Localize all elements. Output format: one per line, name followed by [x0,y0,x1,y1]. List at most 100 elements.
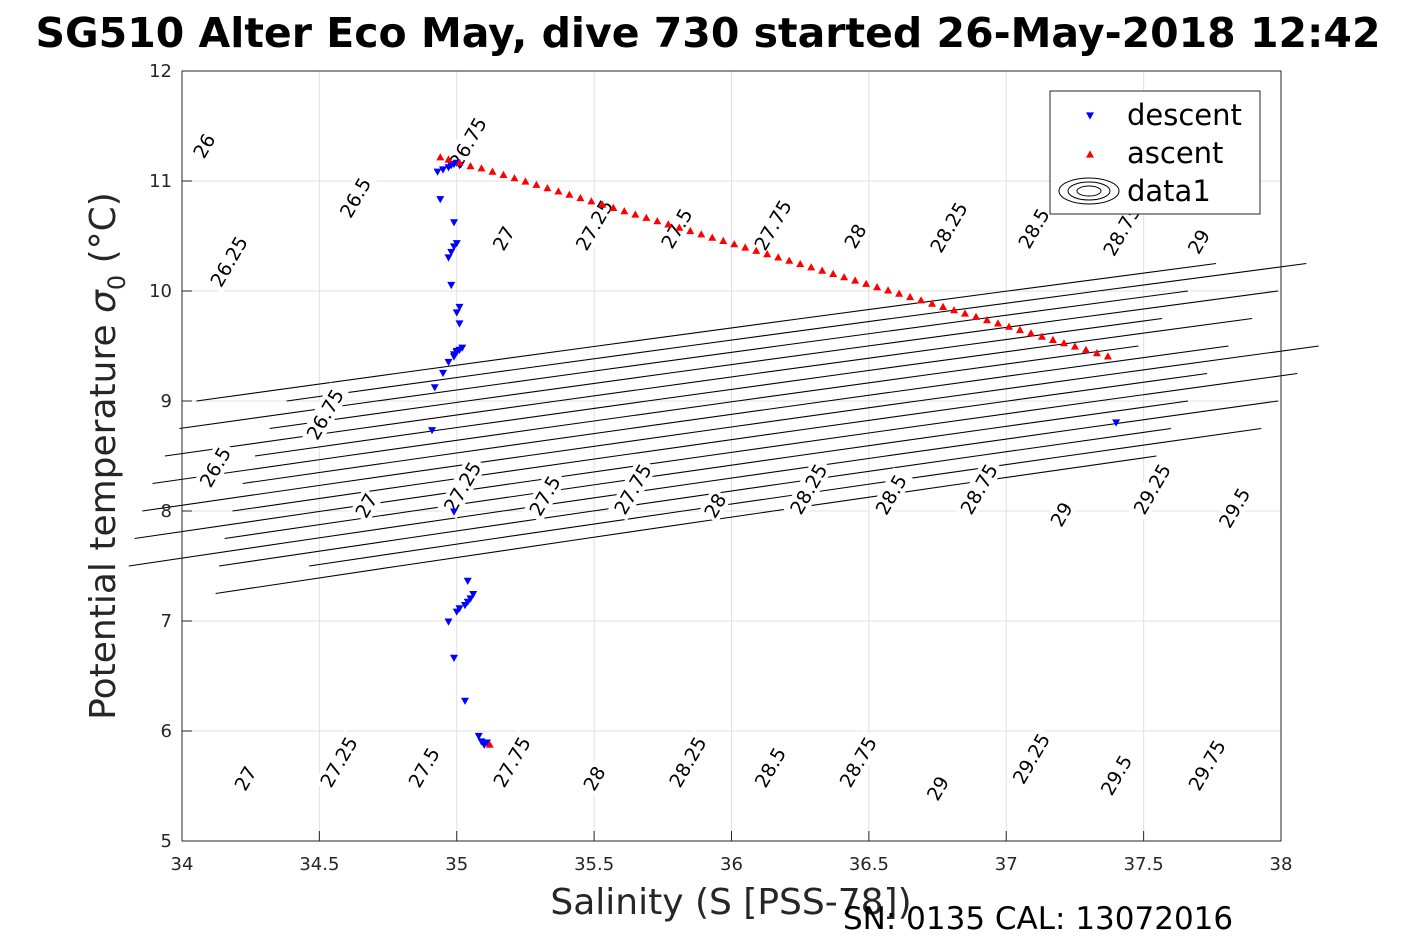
descent-point [450,508,459,516]
legend-marker-data1 [1058,177,1120,205]
y-axis-ticks: 5 6 7 8 9 10 11 12 [149,61,192,852]
legend-label-data1: data1 [1127,174,1211,208]
ascent-point [785,256,794,264]
legend-label-ascent: ascent [1127,136,1223,170]
ascent-point [477,164,486,172]
contour-label-bg [954,457,1004,521]
y-tick-label: 10 [149,281,172,302]
ascent-point [796,259,805,268]
ascent-point [906,292,915,301]
legend: descent ascent data1 [1049,90,1261,215]
descent-point [439,166,448,174]
y-tick-label: 5 [161,831,172,852]
contour-line [224,400,1189,540]
y-tick-label: 7 [161,611,172,632]
y-tick-label: 8 [161,501,172,522]
contour-label-bg [1006,726,1056,791]
descent-point [469,591,478,599]
contour-line [254,317,1253,457]
ascent-point [840,273,849,281]
contour-label-bg [921,770,955,806]
x-tick-label: 35.5 [574,854,614,875]
contour-label-bg [522,468,567,523]
ascent-point [609,203,618,211]
y-axis-label: Potential temperature σ0 (°C) [83,192,131,720]
contour-label-bg [577,760,611,796]
ascent-point [675,223,684,231]
y-tick-label: 12 [149,61,172,82]
contour-label-bg [747,193,798,257]
ascent-point [499,170,508,178]
legend-box [1049,90,1261,215]
contour-label-bg [923,195,974,260]
contour-line [179,290,1189,430]
descent-point [452,309,461,317]
descent-point [455,303,464,312]
ascent-point [642,213,651,221]
descent-point [460,697,469,705]
ascent-point [928,299,937,307]
contour-label-bg [486,729,537,794]
descent-point [450,219,459,227]
ascent-point [829,269,838,277]
descent-point [428,427,437,435]
ascent-point [807,263,816,271]
ascent-point [686,226,695,235]
ascent-point [1059,339,1068,347]
ascent-point [488,167,497,175]
contour-label-bg [662,729,713,794]
contour-line [218,427,1172,567]
contour-line [309,427,1262,567]
ascent-point [1026,329,1035,337]
contour-label-bg [607,457,658,521]
ascent-point [939,302,948,310]
ascent-point [741,243,750,251]
x-axis-label: Salinity (S [PSS-78]) [550,882,911,923]
contour-label-bg [1094,747,1139,803]
legend-marker-data1 [1067,181,1111,201]
ascent-point [598,200,607,208]
ascent-point [763,250,772,258]
legend-marker-data1 [1076,185,1102,197]
ascent-point [554,187,563,195]
ascent-point [664,220,673,228]
ascent-point [697,230,706,238]
ascent-point [873,283,882,291]
descent-point [436,196,445,204]
descent-point [444,254,453,262]
ascent-point [587,197,596,205]
ascent-point [1037,332,1046,340]
ascent-point [895,289,904,297]
contour-label-bg [783,457,834,521]
contour-line [286,262,1307,402]
y-axis-label-prefix: Potential temperature [83,313,124,720]
x-tick-label: 36.5 [849,854,889,875]
x-tick-label: 37.5 [1124,854,1164,875]
descent-point [447,248,456,257]
density-contours [128,262,1319,595]
descent-point [482,739,491,747]
descent-point [450,353,459,361]
ascent-point [851,276,860,284]
contour-line [196,262,1217,402]
chart-title: SG510 Alter Eco May, dive 730 started 26… [36,9,1381,57]
ascent-point [972,312,981,320]
descent-point [1112,419,1121,427]
descent-point [452,608,461,616]
ascent-point [1048,335,1057,343]
contour-label-bg [228,760,262,796]
descent-point [463,577,472,585]
contour-line [134,372,1298,540]
contour-label-bg [437,454,487,519]
descent-point [452,240,461,248]
contour-label-bg [486,220,521,256]
contour-label-bg [868,467,913,522]
x-tick-label: 34.5 [299,854,339,875]
contour-label-bg [838,218,872,254]
ascent-point [1015,325,1024,334]
ascent-point [455,158,464,166]
contour-label-bg [698,487,732,524]
serial-calibration-note: SN: 0135 CAL: 13072016 [843,901,1233,937]
x-tick-label: 35 [445,854,468,875]
series-descent [428,159,1121,749]
